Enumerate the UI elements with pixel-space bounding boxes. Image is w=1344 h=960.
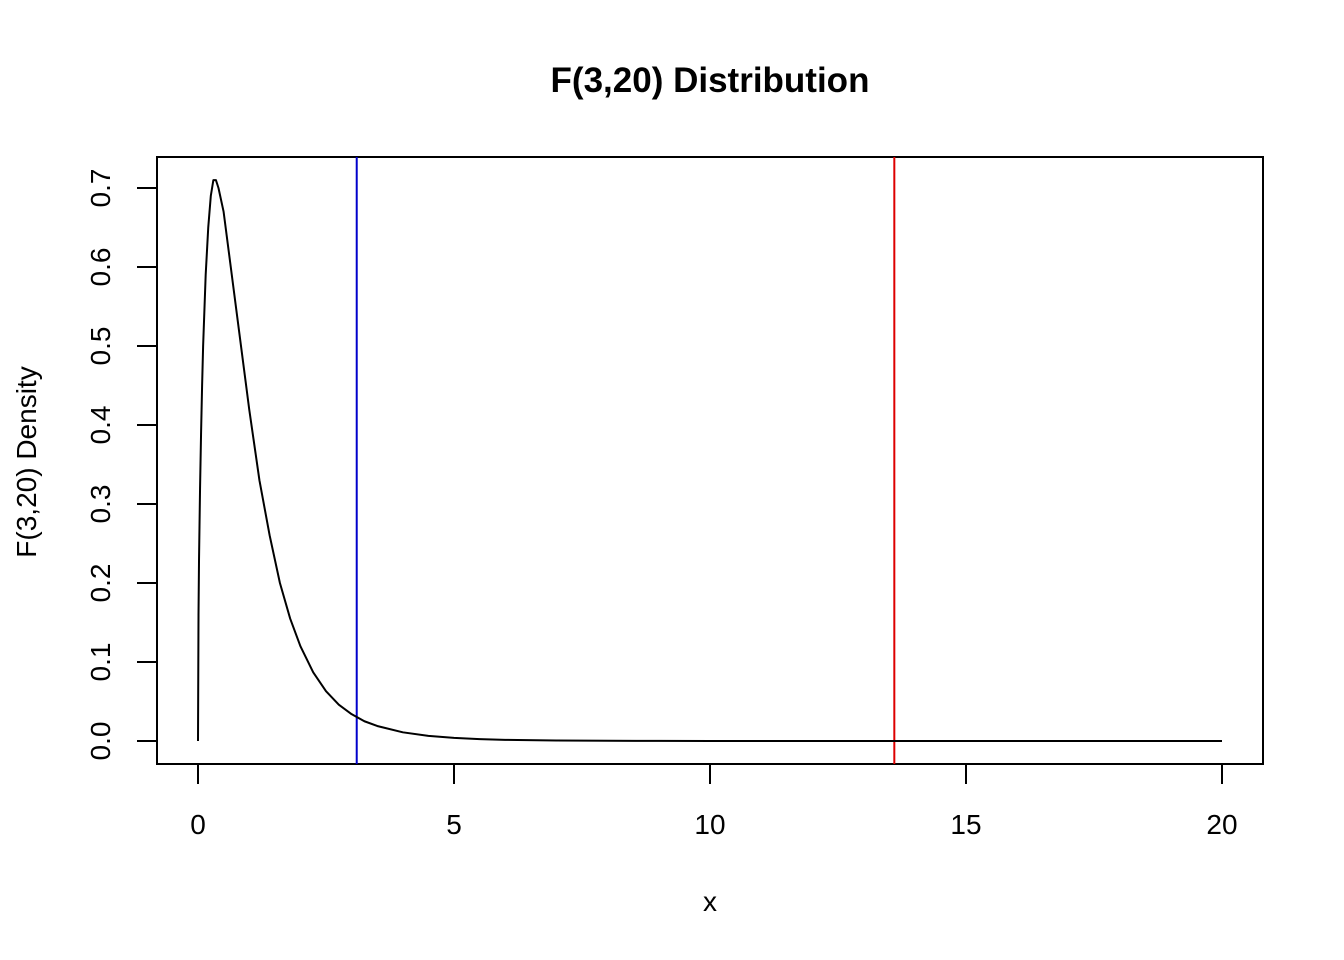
x-axis: 0 5 10 15 20 <box>190 763 1238 840</box>
x-tick-label: 10 <box>694 809 725 840</box>
x-tick-label: 15 <box>950 809 981 840</box>
reference-lines <box>355 157 896 764</box>
y-tick-label: 0.0 <box>85 722 116 761</box>
y-tick-label: 0.4 <box>85 406 116 445</box>
density-curve-0 <box>197 179 1222 742</box>
series-group <box>197 179 1222 742</box>
y-axis: 0.0 0.1 0.2 0.3 0.4 0.5 0.6 0.7 <box>85 169 158 761</box>
chart-title: F(3,20) Distribution <box>551 61 870 100</box>
x-tick-label: 0 <box>190 809 206 840</box>
y-axis-label: F(3,20) Density <box>11 366 42 557</box>
y-tick-label: 0.5 <box>85 327 116 366</box>
y-tick-label: 0.2 <box>85 564 116 603</box>
y-tick-label: 0.6 <box>85 248 116 287</box>
y-tick-label: 0.1 <box>85 643 116 682</box>
x-axis-label: x <box>703 886 717 917</box>
x-tick-label: 20 <box>1206 809 1237 840</box>
plot-frame <box>156 156 1264 765</box>
y-tick-label: 0.7 <box>85 169 116 208</box>
x-tick-label: 5 <box>446 809 462 840</box>
y-tick-label: 0.3 <box>85 485 116 524</box>
